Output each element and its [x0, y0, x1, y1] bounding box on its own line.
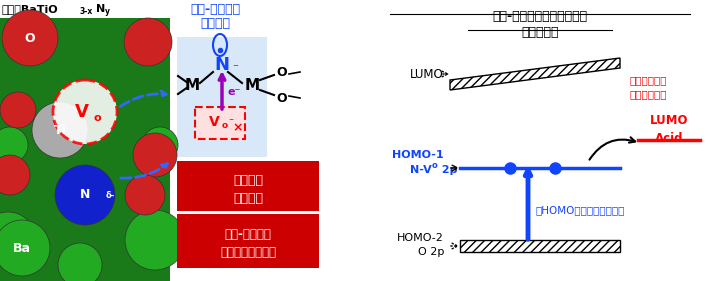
- Text: 反応性の向上: 反応性の向上: [630, 89, 667, 99]
- Text: O: O: [277, 92, 288, 105]
- Polygon shape: [460, 240, 620, 252]
- Text: N: N: [214, 56, 229, 74]
- Circle shape: [55, 165, 115, 225]
- Circle shape: [124, 18, 172, 66]
- Circle shape: [0, 212, 36, 268]
- Text: HOMO-1: HOMO-1: [393, 150, 444, 160]
- Text: δ-: δ-: [106, 191, 115, 200]
- Circle shape: [53, 80, 117, 144]
- Circle shape: [133, 133, 177, 177]
- Text: o: o: [432, 161, 438, 170]
- Circle shape: [0, 220, 50, 276]
- Circle shape: [58, 243, 102, 281]
- Text: 中間バンドの形成: 中間バンドの形成: [220, 246, 276, 259]
- Text: o: o: [222, 121, 228, 130]
- FancyBboxPatch shape: [195, 107, 245, 139]
- Text: O: O: [277, 65, 288, 78]
- Polygon shape: [450, 58, 620, 90]
- Text: ⁻: ⁻: [228, 117, 233, 127]
- Text: M: M: [185, 78, 200, 92]
- FancyBboxPatch shape: [177, 161, 319, 211]
- Text: 2p: 2p: [438, 165, 457, 175]
- Text: V: V: [209, 115, 219, 129]
- Text: O: O: [25, 31, 36, 44]
- Text: 窒素-酸素空孔: 窒素-酸素空孔: [190, 3, 240, 16]
- Text: V: V: [75, 103, 89, 121]
- Text: e⁻: e⁻: [228, 87, 241, 97]
- Text: 隣接構造: 隣接構造: [200, 17, 230, 30]
- Text: バンド構造: バンド構造: [521, 26, 559, 39]
- Text: N: N: [80, 189, 90, 201]
- Text: 電子供与: 電子供与: [233, 191, 263, 205]
- Text: O 2p: O 2p: [417, 247, 444, 257]
- Text: 六方晶BaTiO: 六方晶BaTiO: [2, 4, 59, 14]
- Text: N-V: N-V: [410, 165, 432, 175]
- Circle shape: [0, 127, 28, 163]
- Text: ×: ×: [233, 121, 244, 135]
- FancyBboxPatch shape: [177, 214, 319, 268]
- Text: ・酸基質との: ・酸基質との: [630, 75, 667, 85]
- Circle shape: [142, 127, 178, 163]
- Circle shape: [32, 102, 88, 158]
- Text: 窒素への: 窒素への: [233, 175, 263, 187]
- Text: Ti: Ti: [54, 124, 66, 137]
- Text: N: N: [96, 4, 105, 14]
- Text: LUMO: LUMO: [650, 114, 688, 126]
- Text: 窒素-酸素空孔ドープ酸化物: 窒素-酸素空孔ドープ酸化物: [493, 10, 588, 23]
- FancyBboxPatch shape: [177, 37, 267, 157]
- Text: y: y: [105, 7, 110, 16]
- Text: HOMO-2: HOMO-2: [397, 233, 444, 243]
- Circle shape: [2, 10, 58, 66]
- Circle shape: [125, 210, 185, 270]
- Text: o: o: [93, 113, 101, 123]
- Text: ⁻: ⁻: [232, 63, 238, 73]
- Text: Ba: Ba: [13, 241, 31, 255]
- Bar: [0, 18, 170, 281]
- Text: Acid: Acid: [655, 132, 683, 144]
- Text: 窒素-酸素空孔: 窒素-酸素空孔: [224, 228, 271, 241]
- Text: LUMO: LUMO: [410, 67, 444, 80]
- Circle shape: [125, 175, 165, 215]
- Circle shape: [0, 92, 36, 128]
- Circle shape: [0, 155, 30, 195]
- Text: M: M: [244, 78, 260, 92]
- Text: ・HOMOエネルギーの上昇: ・HOMOエネルギーの上昇: [535, 205, 624, 215]
- Text: 3-x: 3-x: [80, 7, 93, 16]
